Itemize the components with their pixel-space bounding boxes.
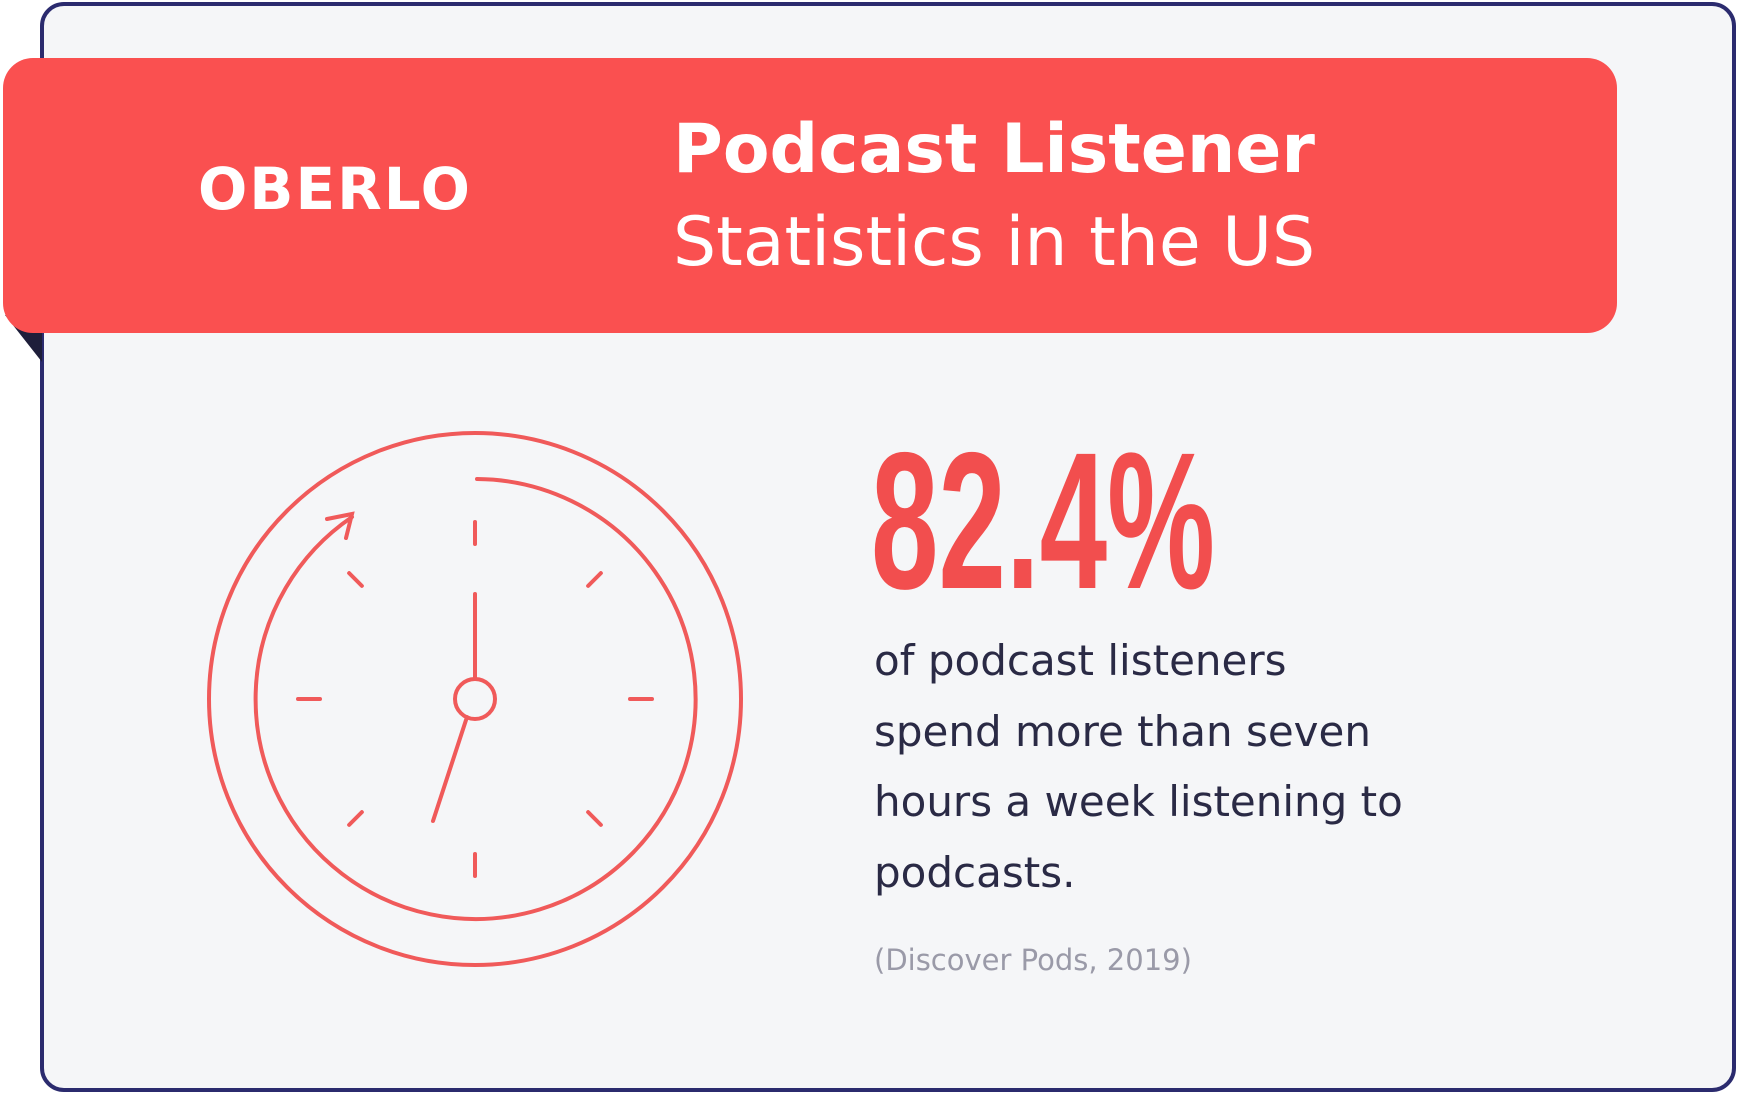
- clock-arrowhead: [325, 511, 355, 540]
- description-line: spend more than seven: [874, 707, 1371, 756]
- clock-outer: [207, 431, 743, 967]
- description-line: podcasts.: [874, 848, 1075, 897]
- clock-tick: [347, 810, 364, 827]
- hour-hand: [431, 715, 469, 823]
- clock-arrow-arc: [253, 477, 698, 921]
- clock-icon: [207, 431, 743, 967]
- stat-value: 82.4%: [871, 412, 1215, 630]
- clock-tick: [586, 571, 603, 588]
- description-line: of podcast listeners: [874, 636, 1287, 685]
- description-line: hours a week listening to: [874, 777, 1403, 826]
- clock-ticks: [296, 520, 654, 878]
- banner: [3, 58, 1617, 333]
- logo: OBERLO: [198, 155, 472, 223]
- title: Podcast Listener: [673, 110, 1315, 189]
- clock-tick: [347, 571, 364, 588]
- subtitle: Statistics in the US: [673, 203, 1315, 282]
- source: (Discover Pods, 2019): [874, 943, 1192, 977]
- clock-tick: [586, 810, 603, 827]
- stat-description: of podcast listeners spend more than sev…: [874, 636, 1403, 897]
